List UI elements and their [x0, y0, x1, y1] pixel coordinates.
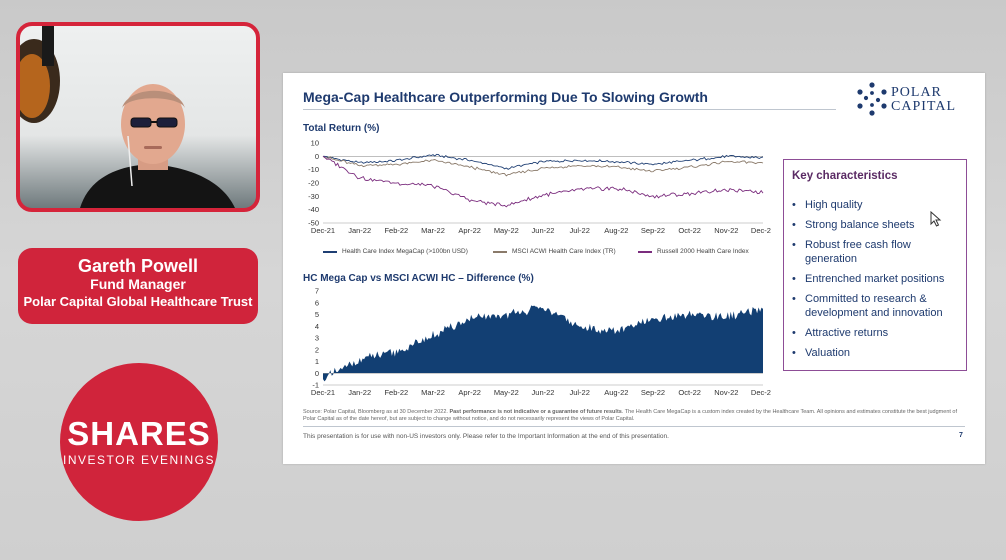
- list-item: Valuation: [792, 346, 958, 360]
- series-line-2: [322, 155, 764, 208]
- source-note-part: Source: Polar Capital, Bloomberg as at 3…: [303, 409, 450, 415]
- y-tick-label: 1: [315, 357, 319, 366]
- series-line-0: [323, 153, 764, 170]
- source-note-bold: Past performance is not indicative or a …: [449, 409, 622, 415]
- x-tick-label: Dec-21: [311, 388, 335, 397]
- y-tick-label: -20: [308, 179, 319, 188]
- presenter-name: Gareth Powell: [77, 256, 199, 276]
- presenter-organisation: Polar Capital Global Healthcare Trust: [23, 294, 253, 309]
- x-tick-label: Apr-22: [458, 388, 481, 397]
- key-characteristics-heading: Key characteristics: [792, 170, 898, 182]
- list-item: High quality: [792, 198, 958, 212]
- page-number: 7: [959, 432, 963, 439]
- x-tick-label: Sep-22: [641, 388, 665, 397]
- logo-line-polar: POLAR: [891, 85, 942, 100]
- x-tick-label: Oct-22: [678, 226, 701, 235]
- x-tick-label: Mar-22: [421, 226, 445, 235]
- footer-divider: [303, 426, 965, 427]
- x-tick-label: Aug-22: [604, 226, 628, 235]
- snowflake-icon: [857, 82, 887, 116]
- legend-swatch: [323, 250, 337, 253]
- x-tick-label: Jun-22: [532, 388, 555, 397]
- legend-swatch: [493, 250, 507, 253]
- y-tick-label: -30: [308, 192, 319, 201]
- presenter-nameplate: Gareth Powell Fund Manager Polar Capital…: [18, 248, 258, 324]
- y-tick-label: 0: [315, 369, 319, 378]
- x-tick-label: Jun-22: [532, 226, 555, 235]
- x-tick-label: Nov-22: [714, 388, 738, 397]
- y-tick-label: 7: [315, 287, 319, 296]
- presenter-role: Fund Manager: [90, 276, 186, 292]
- x-tick-label: Aug-22: [604, 388, 628, 397]
- slide-footer: This presentation is for use with non-US…: [303, 433, 669, 440]
- x-tick-label: Dec-21: [311, 226, 335, 235]
- shares-investor-evenings-logo: SHARES INVESTOR EVENINGS: [60, 363, 218, 521]
- presentation-slide: Mega-Cap Healthcare Outperforming Due To…: [283, 73, 985, 464]
- legend-swatch: [638, 250, 652, 253]
- x-tick-label: Nov-22: [714, 226, 738, 235]
- x-tick-label: Apr-22: [458, 226, 481, 235]
- y-tick-label: -10: [308, 165, 319, 174]
- legend-russell: Russell 2000 Health Care Index: [638, 248, 749, 255]
- key-characteristics-box: Key characteristics High quality Strong …: [783, 159, 967, 371]
- mouse-cursor-icon: [930, 211, 942, 227]
- chart1-title: Total Return (%): [303, 123, 380, 134]
- logo-subtitle: INVESTOR EVENINGS: [63, 453, 215, 467]
- x-tick-label: Dec-22: [751, 226, 771, 235]
- legend-megacap: Health Care Index MegaCap (>100bn USD): [323, 248, 468, 255]
- title-divider: [303, 109, 836, 110]
- x-tick-label: Sep-22: [641, 226, 665, 235]
- y-tick-label: 2: [315, 345, 319, 354]
- x-tick-label: Feb-22: [384, 226, 408, 235]
- x-tick-label: Oct-22: [678, 388, 701, 397]
- source-note: Source: Polar Capital, Bloomberg as at 3…: [303, 409, 963, 423]
- y-tick-label: -1: [312, 381, 319, 390]
- legend-msci: MSCI ACWI Health Care Index (TR): [493, 248, 616, 255]
- x-tick-label: May-22: [494, 388, 519, 397]
- y-tick-label: -40: [308, 205, 319, 214]
- legend-label: MSCI ACWI Health Care Index (TR): [512, 248, 616, 255]
- source-note-part: . The Health Care MegaCap is a custom in…: [303, 409, 958, 422]
- y-tick-label: 0: [315, 152, 319, 161]
- legend-label: Russell 2000 Health Care Index: [657, 248, 749, 255]
- chart2-title: HC Mega Cap vs MSCI ACWI HC – Difference…: [303, 273, 534, 284]
- y-tick-label: 3: [315, 334, 319, 343]
- presenter-webcam: [16, 22, 260, 212]
- polar-capital-logo: POLAR CAPITAL: [855, 81, 975, 117]
- key-characteristics-list: High quality Strong balance sheets Robus…: [792, 198, 958, 360]
- y-tick-label: -50: [308, 219, 319, 228]
- list-item: Robust free cash flow generation: [792, 238, 958, 266]
- y-tick-label: 5: [315, 310, 319, 319]
- legend-label: Health Care Index MegaCap (>100bn USD): [342, 248, 468, 255]
- x-tick-label: Feb-22: [384, 388, 408, 397]
- logo-title: SHARES: [67, 415, 211, 452]
- x-tick-label: Dec-22: [751, 388, 771, 397]
- list-item: Attractive returns: [792, 326, 958, 340]
- y-tick-label: 10: [311, 139, 319, 148]
- x-tick-label: Jul-22: [569, 226, 589, 235]
- x-tick-label: Jul-22: [569, 388, 589, 397]
- series-line-1: [322, 155, 764, 177]
- x-tick-label: Jan-22: [348, 226, 371, 235]
- slide-title: Mega-Cap Healthcare Outperforming Due To…: [303, 89, 708, 105]
- difference-area: [323, 305, 763, 382]
- x-tick-label: Mar-22: [421, 388, 445, 397]
- y-tick-label: 4: [315, 322, 319, 331]
- x-tick-label: May-22: [494, 226, 519, 235]
- list-item: Strong balance sheets: [792, 218, 958, 232]
- list-item: Entrenched market positions: [792, 272, 958, 286]
- list-item: Committed to research & development and …: [792, 292, 958, 320]
- y-tick-label: 6: [315, 298, 319, 307]
- x-tick-label: Jan-22: [348, 388, 371, 397]
- logo-line-capital: CAPITAL: [891, 99, 956, 114]
